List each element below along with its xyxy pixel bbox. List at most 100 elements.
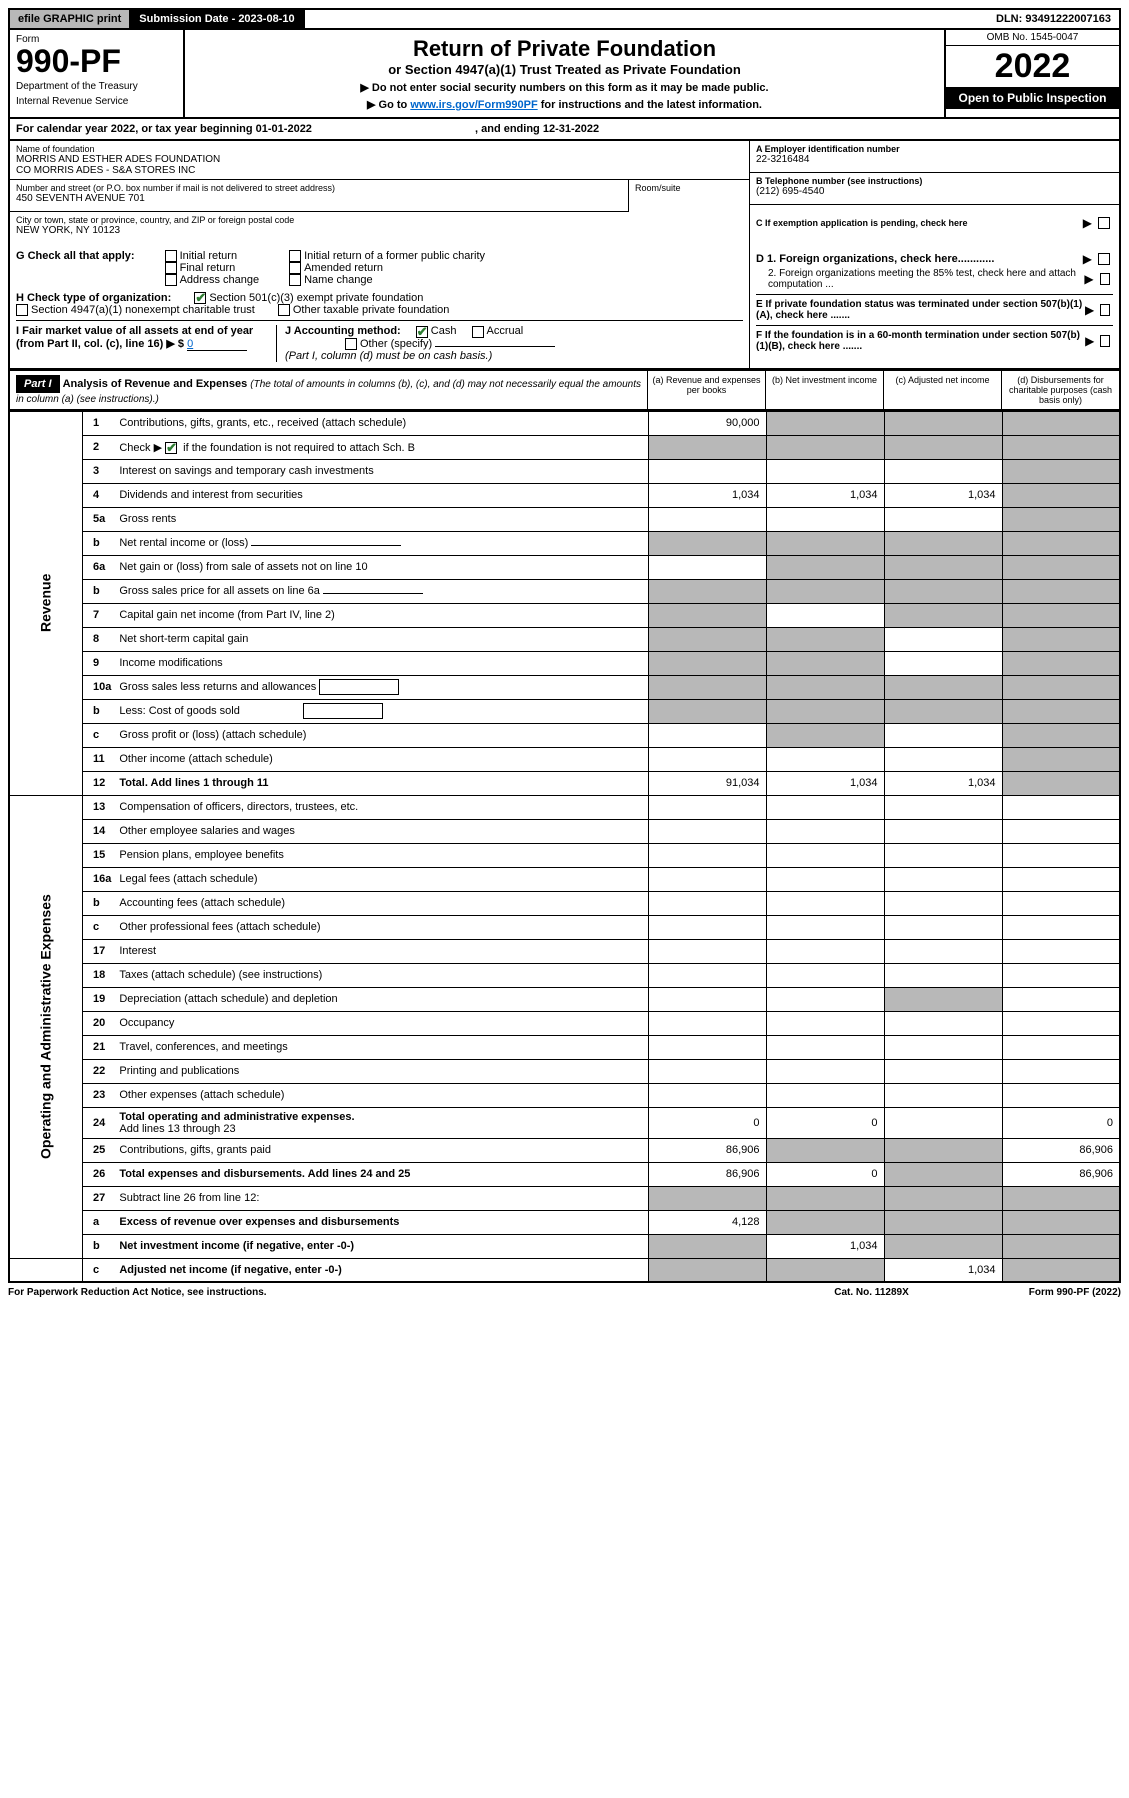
l4-c: 1,034 bbox=[884, 483, 1002, 507]
c-checkbox[interactable] bbox=[1098, 217, 1110, 229]
l26-a: 86,906 bbox=[648, 1162, 766, 1186]
l4-a: 1,034 bbox=[648, 483, 766, 507]
revenue-side-label: Revenue bbox=[9, 411, 83, 795]
line-1: Contributions, gifts, grants, etc., rece… bbox=[115, 411, 648, 435]
l27b-b: 1,034 bbox=[766, 1234, 884, 1258]
h1-checkbox[interactable] bbox=[194, 292, 206, 304]
line-24: Total operating and administrative expen… bbox=[115, 1107, 648, 1138]
line-7: Capital gain net income (from Part IV, l… bbox=[115, 603, 648, 627]
g6-label: Name change bbox=[304, 274, 373, 286]
line-8: Net short-term capital gain bbox=[115, 627, 648, 651]
j2-checkbox[interactable] bbox=[472, 326, 484, 338]
arrow-icon: ▶ bbox=[1083, 216, 1092, 230]
line-15: Pension plans, employee benefits bbox=[115, 843, 648, 867]
l2-post: if the foundation is not required to att… bbox=[180, 442, 415, 454]
f-checkbox[interactable] bbox=[1100, 335, 1110, 347]
entity-block: Name of foundation MORRIS AND ESTHER ADE… bbox=[8, 141, 1121, 244]
g1-label: Initial return bbox=[180, 250, 237, 262]
l25-a: 86,906 bbox=[648, 1138, 766, 1162]
line-13: Compensation of officers, directors, tru… bbox=[115, 795, 648, 819]
line-5a: Gross rents bbox=[115, 507, 648, 531]
line-16b: Accounting fees (attach schedule) bbox=[115, 891, 648, 915]
line-21: Travel, conferences, and meetings bbox=[115, 1035, 648, 1059]
d1-checkbox[interactable] bbox=[1098, 253, 1110, 265]
g2-checkbox[interactable] bbox=[289, 250, 301, 262]
line-12: Total. Add lines 1 through 11 bbox=[115, 771, 648, 795]
d1-label: D 1. Foreign organizations, check here..… bbox=[756, 253, 994, 265]
j2-label: Accrual bbox=[487, 325, 524, 337]
h1-label: Section 501(c)(3) exempt private foundat… bbox=[209, 292, 423, 304]
h2-label: Section 4947(a)(1) nonexempt charitable … bbox=[31, 304, 255, 316]
paperwork-notice: For Paperwork Reduction Act Notice, see … bbox=[8, 1287, 267, 1298]
l2-pre: Check ▶ bbox=[119, 442, 165, 454]
submission-date: Submission Date - 2023-08-10 bbox=[131, 10, 304, 28]
g3-checkbox[interactable] bbox=[165, 262, 177, 274]
tel-label: B Telephone number (see instructions) bbox=[756, 176, 1113, 186]
d2-checkbox[interactable] bbox=[1100, 273, 1110, 285]
l26-b: 0 bbox=[766, 1162, 884, 1186]
l12-b: 1,034 bbox=[766, 771, 884, 795]
arrow-icon: ▶ bbox=[1084, 272, 1093, 286]
j3-checkbox[interactable] bbox=[345, 338, 357, 350]
foundation-name-1: MORRIS AND ESTHER ADES FOUNDATION bbox=[16, 154, 743, 165]
line-5b: Net rental income or (loss) bbox=[115, 531, 648, 555]
line-10a: Gross sales less returns and allowances bbox=[115, 675, 648, 699]
line-2: Check ▶ if the foundation is not require… bbox=[115, 435, 648, 459]
line-14: Other employee salaries and wages bbox=[115, 819, 648, 843]
l24-d: 0 bbox=[1002, 1107, 1120, 1138]
l2-checkbox[interactable] bbox=[165, 442, 177, 454]
line-27: Subtract line 26 from line 12: bbox=[115, 1186, 648, 1210]
cal-mid: , and ending bbox=[472, 123, 543, 135]
lines-table: Revenue 1Contributions, gifts, grants, e… bbox=[8, 411, 1121, 1284]
tax-year: 2022 bbox=[946, 46, 1119, 87]
j-note: (Part I, column (d) must be on cash basi… bbox=[285, 350, 743, 362]
form-ref: Form 990-PF (2022) bbox=[1029, 1287, 1121, 1298]
e-label: E If private foundation status was termi… bbox=[756, 299, 1085, 321]
g4-checkbox[interactable] bbox=[289, 262, 301, 274]
l4-b: 1,034 bbox=[766, 483, 884, 507]
form-header: Form 990-PF Department of the Treasury I… bbox=[8, 30, 1121, 119]
line-22: Printing and publications bbox=[115, 1059, 648, 1083]
line-25: Contributions, gifts, grants paid bbox=[115, 1138, 648, 1162]
h3-checkbox[interactable] bbox=[278, 304, 290, 316]
j1-checkbox[interactable] bbox=[416, 326, 428, 338]
line-10c: Gross profit or (loss) (attach schedule) bbox=[115, 723, 648, 747]
dln: DLN: 93491222007163 bbox=[988, 10, 1119, 28]
goto-note: ▶ Go to www.irs.gov/Form990PF for instru… bbox=[191, 98, 938, 111]
check-section: G Check all that apply: Initial return F… bbox=[8, 244, 1121, 370]
addr-label: Number and street (or P.O. box number if… bbox=[16, 183, 622, 193]
g5-label: Address change bbox=[180, 274, 260, 286]
l26-d: 86,906 bbox=[1002, 1162, 1120, 1186]
e-checkbox[interactable] bbox=[1100, 304, 1110, 316]
line-20: Occupancy bbox=[115, 1011, 648, 1035]
ein: 22-3216484 bbox=[756, 154, 1113, 165]
g6-checkbox[interactable] bbox=[289, 274, 301, 286]
l12-a: 91,034 bbox=[648, 771, 766, 795]
omb-number: OMB No. 1545-0047 bbox=[946, 30, 1119, 46]
room-label: Room/suite bbox=[635, 183, 743, 193]
d2-label: 2. Foreign organizations meeting the 85%… bbox=[756, 268, 1084, 290]
g5-checkbox[interactable] bbox=[165, 274, 177, 286]
line-6a: Net gain or (loss) from sale of assets n… bbox=[115, 555, 648, 579]
line-19: Depreciation (attach schedule) and deple… bbox=[115, 987, 648, 1011]
foundation-name-2: CO MORRIS ADES - S&A STORES INC bbox=[16, 165, 743, 176]
g3-label: Final return bbox=[180, 262, 236, 274]
irs-link[interactable]: www.irs.gov/Form990PF bbox=[410, 99, 537, 111]
ssn-warning: ▶ Do not enter social security numbers o… bbox=[191, 81, 938, 94]
f-label: F If the foundation is in a 60-month ter… bbox=[756, 330, 1085, 352]
efile-print-button[interactable]: efile GRAPHIC print bbox=[10, 10, 131, 28]
col-d-header: (d) Disbursements for charitable purpose… bbox=[1001, 371, 1119, 409]
col-c-header: (c) Adjusted net income bbox=[883, 371, 1001, 409]
arrow-icon: ▶ bbox=[1085, 334, 1094, 348]
g-label: G Check all that apply: bbox=[16, 250, 135, 262]
h-label: H Check type of organization: bbox=[16, 292, 171, 304]
i-value[interactable]: 0 bbox=[187, 338, 247, 351]
h2-checkbox[interactable] bbox=[16, 304, 28, 316]
part1-badge: Part I bbox=[16, 375, 60, 393]
g1-checkbox[interactable] bbox=[165, 250, 177, 262]
goto-pre: ▶ Go to bbox=[367, 99, 410, 111]
page-footer: For Paperwork Reduction Act Notice, see … bbox=[8, 1283, 1121, 1302]
cat-no: Cat. No. 11289X bbox=[834, 1287, 908, 1298]
col-a-header: (a) Revenue and expenses per books bbox=[647, 371, 765, 409]
calendar-year-row: For calendar year 2022, or tax year begi… bbox=[8, 119, 1121, 141]
